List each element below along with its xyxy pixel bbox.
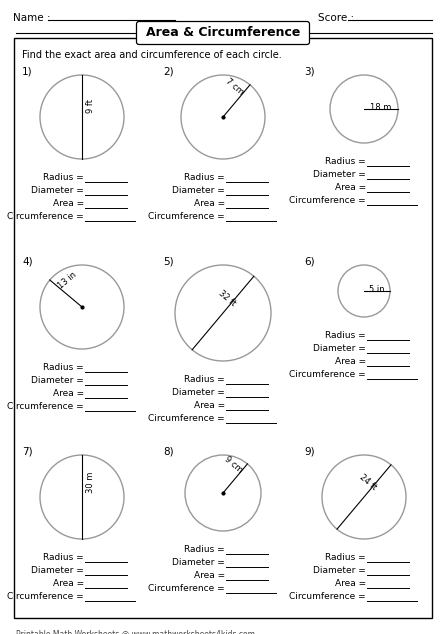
Text: Area =: Area = — [194, 571, 225, 580]
Text: Circumference =: Circumference = — [8, 592, 84, 601]
Text: Circumference =: Circumference = — [149, 414, 225, 423]
Text: Radius =: Radius = — [43, 553, 84, 562]
Text: Circumference =: Circumference = — [289, 196, 366, 205]
Text: Circumference =: Circumference = — [289, 592, 366, 601]
Text: Diameter =: Diameter = — [172, 388, 225, 397]
Text: 32 ft: 32 ft — [217, 288, 237, 308]
Text: 6): 6) — [304, 257, 314, 267]
Text: Area =: Area = — [53, 199, 84, 208]
Text: Radius =: Radius = — [184, 173, 225, 182]
Text: 30 m: 30 m — [86, 472, 95, 493]
Text: Diameter =: Diameter = — [31, 566, 84, 575]
Text: Area =: Area = — [53, 389, 84, 398]
FancyBboxPatch shape — [136, 22, 310, 44]
Text: Area =: Area = — [194, 199, 225, 208]
Text: Area & Circumference: Area & Circumference — [146, 25, 300, 39]
Text: Diameter =: Diameter = — [31, 186, 84, 195]
Text: Circumference =: Circumference = — [149, 212, 225, 221]
Text: 9 ft: 9 ft — [86, 99, 95, 113]
Text: Circumference =: Circumference = — [8, 402, 84, 411]
Text: Radius =: Radius = — [326, 157, 366, 166]
Text: Diameter =: Diameter = — [172, 558, 225, 567]
Text: Area =: Area = — [335, 357, 366, 366]
Text: Score :: Score : — [318, 13, 354, 23]
Text: Diameter =: Diameter = — [313, 170, 366, 179]
Text: 1): 1) — [22, 67, 33, 77]
Text: Area =: Area = — [53, 579, 84, 588]
Text: 4): 4) — [22, 257, 33, 267]
Text: Circumference =: Circumference = — [289, 370, 366, 379]
Text: Printable Math Worksheets @ www.mathworksheets4kids.com: Printable Math Worksheets @ www.mathwork… — [16, 629, 255, 634]
Text: Circumference =: Circumference = — [149, 584, 225, 593]
Text: 18 m: 18 m — [370, 103, 392, 112]
Text: 9): 9) — [304, 447, 314, 457]
Text: Radius =: Radius = — [184, 375, 225, 384]
Text: Area =: Area = — [335, 183, 366, 192]
Text: Diameter =: Diameter = — [172, 186, 225, 195]
Text: Circumference =: Circumference = — [8, 212, 84, 221]
Text: 7): 7) — [22, 447, 33, 457]
Text: Name :: Name : — [13, 13, 50, 23]
Text: 13 in: 13 in — [57, 270, 79, 290]
Text: Radius =: Radius = — [43, 173, 84, 182]
Text: Diameter =: Diameter = — [313, 566, 366, 575]
Text: Radius =: Radius = — [184, 545, 225, 554]
Text: Area =: Area = — [335, 579, 366, 588]
Text: 2): 2) — [163, 67, 173, 77]
Text: Radius =: Radius = — [326, 553, 366, 562]
Text: Diameter =: Diameter = — [31, 376, 84, 385]
Text: Radius =: Radius = — [43, 363, 84, 372]
Text: Radius =: Radius = — [326, 331, 366, 340]
Text: 3): 3) — [304, 67, 314, 77]
Text: 5 in: 5 in — [369, 285, 385, 294]
Text: 9 cm: 9 cm — [223, 455, 244, 475]
Text: 8): 8) — [163, 447, 173, 457]
Text: Diameter =: Diameter = — [313, 344, 366, 353]
Text: Find the exact area and circumference of each circle.: Find the exact area and circumference of… — [22, 50, 282, 60]
Text: Area =: Area = — [194, 401, 225, 410]
Text: 7 cm: 7 cm — [224, 77, 246, 97]
Text: 5): 5) — [163, 257, 173, 267]
Text: 24 ft: 24 ft — [358, 473, 378, 492]
